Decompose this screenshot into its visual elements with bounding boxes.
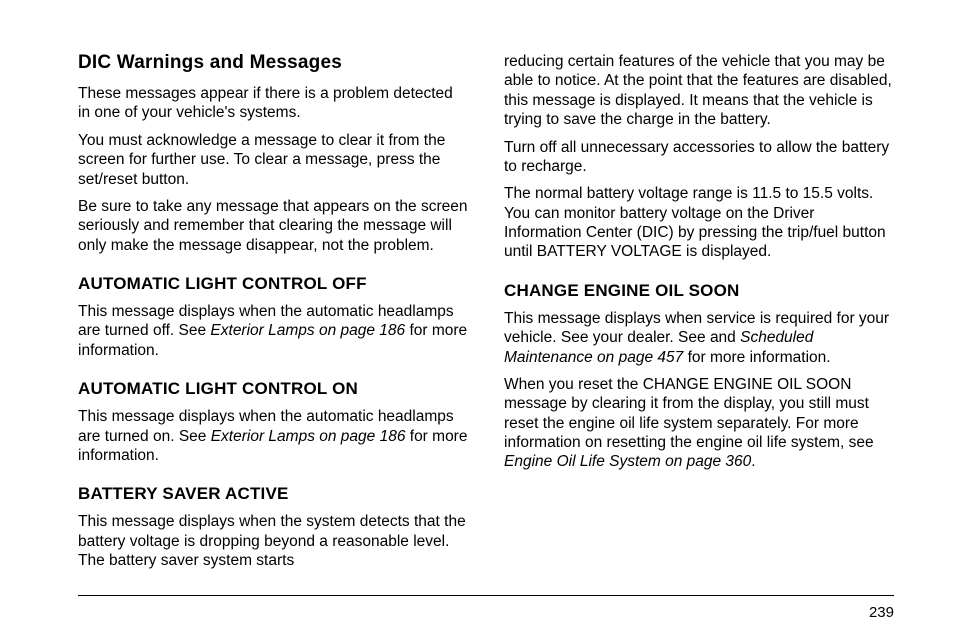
body-paragraph: You must acknowledge a message to clear …	[78, 131, 468, 189]
section-title: DIC Warnings and Messages	[78, 52, 468, 74]
left-column: DIC Warnings and Messages These messages…	[78, 52, 468, 592]
body-paragraph: This message displays when service is re…	[504, 309, 894, 367]
subsection-heading: AUTOMATIC LIGHT CONTROL OFF	[78, 274, 468, 294]
body-paragraph: Turn off all unnecessary accessories to …	[504, 138, 894, 177]
footer-rule	[78, 595, 894, 596]
body-text: This message displays when service is re…	[504, 310, 889, 346]
subsection-heading: BATTERY SAVER ACTIVE	[78, 484, 468, 504]
right-column: reducing certain features of the vehicle…	[504, 52, 894, 592]
page-number: 239	[869, 604, 894, 621]
body-text: .	[751, 453, 755, 470]
body-text: and	[710, 329, 740, 346]
body-text: When you reset the CHANGE ENGINE OIL SOO…	[504, 376, 874, 451]
two-column-layout: DIC Warnings and Messages These messages…	[78, 52, 894, 592]
subsection-heading: AUTOMATIC LIGHT CONTROL ON	[78, 379, 468, 399]
body-paragraph: This message displays when the system de…	[78, 512, 468, 570]
body-paragraph: The normal battery voltage range is 11.5…	[504, 184, 894, 262]
body-paragraph: These messages appear if there is a prob…	[78, 84, 468, 123]
cross-reference: Exterior Lamps on page 186	[211, 428, 406, 445]
body-paragraph: reducing certain features of the vehicle…	[504, 52, 894, 130]
body-paragraph: This message displays when the automatic…	[78, 407, 468, 465]
body-paragraph: This message displays when the automatic…	[78, 302, 468, 360]
subsection-heading: CHANGE ENGINE OIL SOON	[504, 281, 894, 301]
cross-reference: Engine Oil Life System on page 360	[504, 453, 751, 470]
body-paragraph: When you reset the CHANGE ENGINE OIL SOO…	[504, 375, 894, 472]
cross-reference: Exterior Lamps on page 186	[210, 322, 405, 339]
body-text: for more information.	[683, 349, 830, 366]
body-paragraph: Be sure to take any message that appears…	[78, 197, 468, 255]
